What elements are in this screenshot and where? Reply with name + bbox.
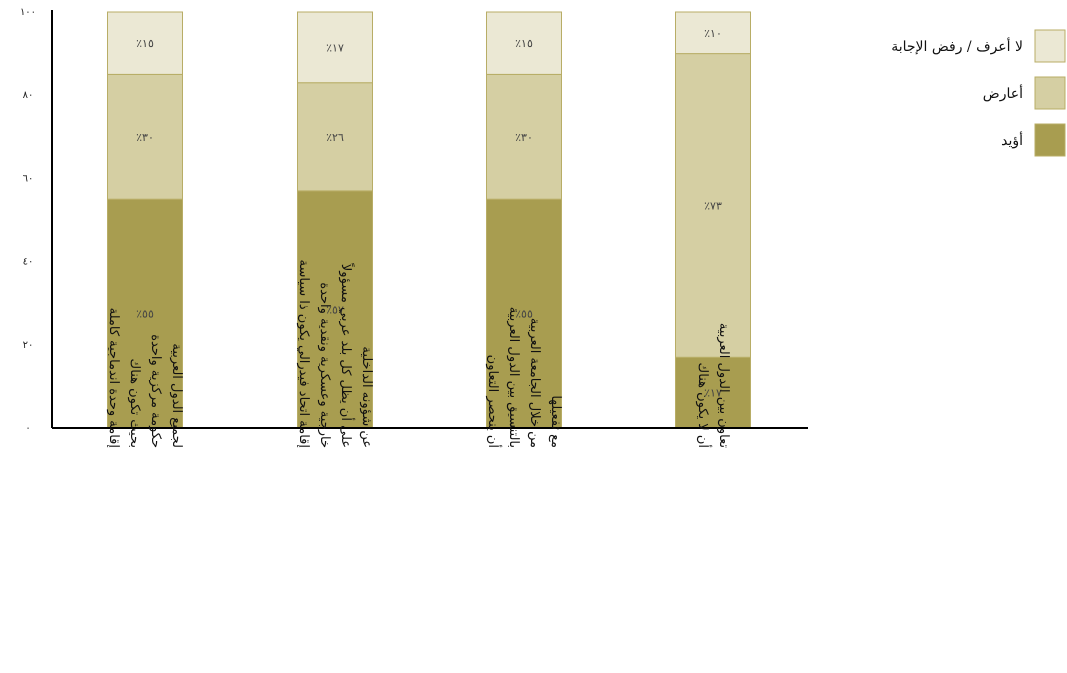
bar-value-label: ٪٣٠ xyxy=(136,131,154,144)
category-label-line: على أن يظل كل بلد عربي مسؤولاً xyxy=(338,263,355,448)
bar-segment xyxy=(486,73,562,200)
bar-value-label: ٪٣٠ xyxy=(515,131,533,144)
category-label-line: أن ينحصر التعاون xyxy=(485,355,502,448)
bar-segment xyxy=(675,356,751,429)
category-label-line: مع تفعيلها xyxy=(548,395,563,448)
y-tick-label: ٢٠ xyxy=(23,340,34,351)
bar-value-label: ٪٥٥ xyxy=(515,308,533,321)
segment-labels: ٪٥٥ ٪٣٠ ٪١٥ ٪٥٧ ٪٢٦ ٪١٧ ٪٥٥ ٪٣٠ ٪١٥ ٪١٧ ٪٧٣ ٪١٠ xyxy=(136,27,722,400)
bar-value-label: ٪٢٦ xyxy=(326,131,344,144)
bar-value-label: ٪٥٧ xyxy=(326,303,344,316)
bar-segment xyxy=(675,11,751,55)
bar-segment xyxy=(297,190,373,429)
category-label-line: أن لا يكون هناك xyxy=(695,363,712,448)
y-tick-label: ٦٠ xyxy=(23,173,34,184)
bar-value-label: ٪١٧ xyxy=(326,41,344,54)
category-label-line: من خلال الجامعة العربية xyxy=(527,318,542,448)
category-label-line: خارجية وعسكرية ونقدية واحدة xyxy=(317,282,332,448)
category-label-line: بحيث تكون هناك xyxy=(127,359,142,448)
category-label-line: تعاون بين الدول العربية xyxy=(716,323,731,449)
legend-swatch xyxy=(1034,76,1066,110)
bar-value-label: ٪١٥ xyxy=(515,37,533,50)
y-tick-label: ١٠٠ xyxy=(20,7,36,18)
y-tick-label: ٤٠ xyxy=(23,257,34,268)
bar-segment xyxy=(297,11,373,84)
bar-value-label: ٪٥٥ xyxy=(136,308,154,321)
legend-swatch xyxy=(1034,29,1066,63)
category-labels: إقامة وحدة اندماجية كاملة بحيث تكون هناك ح… xyxy=(106,260,731,449)
legend-label: أعارض xyxy=(983,83,1023,102)
bar-segment xyxy=(486,11,562,75)
bar-segment xyxy=(107,198,183,429)
bar-value-label: ٪١٠ xyxy=(704,27,722,40)
bar-segment xyxy=(107,11,183,75)
bar-segment xyxy=(675,53,751,358)
legend: لا أعرف / رفض الإجابة أعارض أؤيد xyxy=(891,29,1066,157)
bar-value-label: ٪٧٣ xyxy=(704,199,722,212)
legend-label: أؤيد xyxy=(1001,130,1023,149)
legend-label: لا أعرف / رفض الإجابة xyxy=(891,36,1023,55)
category-label-line: إقامة اتحاد فيدرالي يكون ذا سياسة xyxy=(296,260,311,449)
category-label-line: لجميع الدول العربية xyxy=(169,343,184,448)
category-label-line: بالتنسيق بين الدول العربية xyxy=(506,307,521,448)
bar-value-label: ٪١٥ xyxy=(136,37,154,50)
category-label-line: حكومة مركزية واحدة xyxy=(148,334,163,448)
y-axis-ticks: ٠ ٢٠ ٤٠ ٦٠ ٨٠ ١٠٠ xyxy=(20,7,36,434)
legend-swatch xyxy=(1034,123,1066,157)
y-tick-label: ٠ xyxy=(25,423,30,434)
bar-segment xyxy=(297,82,373,192)
bars xyxy=(107,11,751,429)
bar-segment xyxy=(107,73,183,200)
category-label-line: إقامة وحدة اندماجية كاملة xyxy=(106,308,121,448)
y-tick-label: ٨٠ xyxy=(23,90,34,101)
category-label-line: عن شؤونه الداخلية xyxy=(359,346,374,448)
bar-value-label: ٪١٧ xyxy=(704,387,722,400)
